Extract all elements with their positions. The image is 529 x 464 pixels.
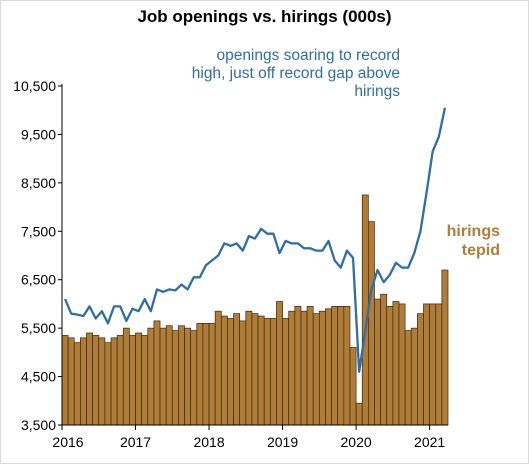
hirings-bar bbox=[92, 335, 100, 426]
hirings-bar bbox=[122, 327, 130, 426]
hirings-bar bbox=[214, 310, 222, 426]
x-tick-label: 2016 bbox=[52, 434, 83, 450]
hirings-bar bbox=[282, 318, 290, 426]
y-tick-label: 4,500 bbox=[21, 369, 56, 385]
hirings-bar bbox=[129, 335, 136, 426]
hirings-bar bbox=[306, 306, 314, 426]
hirings-bar bbox=[392, 301, 400, 426]
hirings-bar bbox=[318, 310, 326, 426]
x-tick-label: 2018 bbox=[193, 434, 224, 450]
hirings-bar bbox=[300, 310, 308, 426]
hirings-bar bbox=[331, 306, 339, 426]
hirings-bar bbox=[398, 303, 406, 426]
x-tick-label: 2019 bbox=[267, 434, 298, 450]
y-tick-label: 3,500 bbox=[21, 417, 56, 433]
hirings-bar bbox=[233, 313, 241, 426]
y-tick-label: 10,500 bbox=[13, 78, 56, 94]
hirings-bar bbox=[417, 313, 424, 426]
y-tick-label: 6,500 bbox=[21, 272, 56, 288]
hirings-bar bbox=[135, 332, 143, 426]
hirings-bar bbox=[239, 320, 247, 426]
hirings-bar bbox=[355, 402, 363, 426]
hirings-bar bbox=[190, 330, 198, 426]
hirings-bar bbox=[288, 310, 296, 426]
hirings-bar bbox=[73, 342, 81, 426]
hirings-bar bbox=[404, 330, 412, 426]
hirings-annotation: hirings tepid bbox=[446, 223, 500, 259]
x-tick-label: 2021 bbox=[414, 434, 445, 450]
hirings-bar bbox=[159, 327, 167, 426]
hirings-bar bbox=[147, 327, 155, 426]
y-tick-label: 8,500 bbox=[21, 175, 56, 191]
hirings-bar bbox=[276, 301, 283, 426]
hirings-bar bbox=[104, 342, 112, 426]
hirings-bar bbox=[429, 303, 437, 426]
hirings-bar bbox=[165, 325, 173, 426]
hirings-bar bbox=[178, 325, 185, 426]
hirings-bar bbox=[441, 269, 449, 426]
hirings-bar bbox=[410, 327, 418, 426]
hirings-bar bbox=[202, 322, 210, 426]
hirings-bar bbox=[325, 308, 332, 426]
x-tick-label: 2017 bbox=[120, 434, 151, 450]
hirings-bar bbox=[153, 320, 161, 426]
hirings-bar bbox=[349, 347, 357, 426]
hirings-bar bbox=[423, 303, 430, 426]
hirings-bar bbox=[86, 332, 93, 426]
x-tick-label: 2020 bbox=[341, 434, 372, 450]
y-tick-label: 9,500 bbox=[21, 126, 56, 142]
hirings-bar bbox=[80, 337, 87, 426]
hirings-bar bbox=[208, 322, 216, 426]
hirings-bar bbox=[110, 337, 118, 426]
hirings-bar bbox=[67, 337, 75, 426]
hirings-bar bbox=[116, 335, 124, 426]
hirings-bar bbox=[368, 221, 375, 426]
hirings-bar bbox=[263, 318, 271, 426]
hirings-bar bbox=[269, 318, 277, 426]
hirings-bar bbox=[141, 335, 149, 426]
hirings-bar bbox=[98, 337, 106, 426]
hirings-bar bbox=[337, 306, 345, 426]
hirings-bar bbox=[171, 330, 179, 426]
hirings-bar bbox=[435, 303, 443, 426]
hirings-bar bbox=[196, 322, 204, 426]
chart-title: Job openings vs. hirings (000s) bbox=[137, 7, 392, 26]
y-tick-label: 7,500 bbox=[21, 223, 56, 239]
hirings-bar bbox=[220, 315, 228, 426]
chart-axes: 3,500 4,500 5,500 6,500 7,500 8,500 9,500 10,50… bbox=[13, 78, 448, 450]
hirings-bars bbox=[61, 194, 449, 426]
hirings-bar bbox=[227, 318, 234, 426]
hirings-bar bbox=[257, 315, 265, 426]
hirings-bar bbox=[386, 306, 394, 426]
hirings-bar bbox=[184, 327, 192, 426]
hirings-bar bbox=[343, 306, 351, 426]
openings-annotation: openings soaring to record high, just of… bbox=[191, 47, 400, 100]
openings-line bbox=[64, 107, 447, 373]
hirings-bar bbox=[380, 293, 388, 426]
hirings-bar bbox=[245, 310, 253, 426]
hirings-bar bbox=[374, 298, 381, 426]
y-tick-label: 5,500 bbox=[21, 320, 56, 336]
hirings-bar bbox=[61, 335, 69, 426]
hirings-bar bbox=[294, 306, 302, 426]
hirings-bar bbox=[312, 313, 320, 426]
hirings-bar bbox=[251, 313, 259, 426]
openings-line-group bbox=[64, 107, 447, 373]
